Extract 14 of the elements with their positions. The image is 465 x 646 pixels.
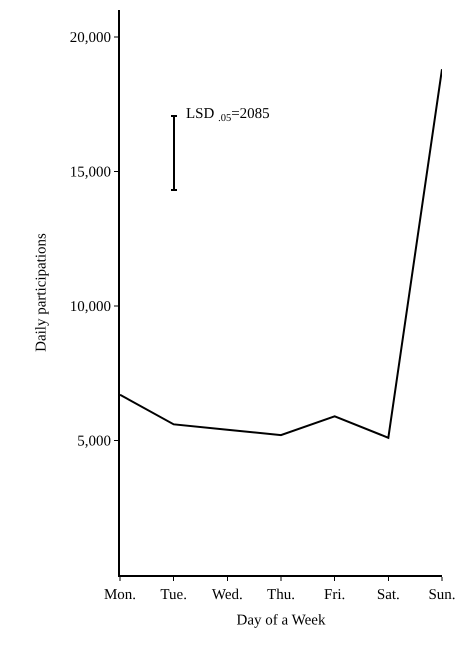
y-tick-label: 10,000 bbox=[70, 299, 111, 316]
y-tick-label: 5,000 bbox=[77, 434, 111, 450]
x-tick-label: Mon. bbox=[104, 587, 136, 603]
x-tick-label: Fri. bbox=[324, 587, 346, 603]
y-tick-label: 15,000 bbox=[70, 164, 111, 181]
x-tick-label: Sun. bbox=[428, 587, 456, 603]
x-axis-title: Day of a Week bbox=[236, 612, 326, 628]
x-tick-label: Thu. bbox=[267, 587, 295, 603]
x-tick-label: Sat. bbox=[376, 587, 400, 603]
annotation: LSD $_{.05}$=2085 bbox=[186, 106, 270, 124]
x-tick-label: Wed. bbox=[212, 587, 243, 603]
y-tick-label: 20,000 bbox=[70, 30, 111, 46]
y-axis-title: Daily participations bbox=[34, 232, 50, 352]
x-tick-label: Tue. bbox=[160, 587, 187, 603]
